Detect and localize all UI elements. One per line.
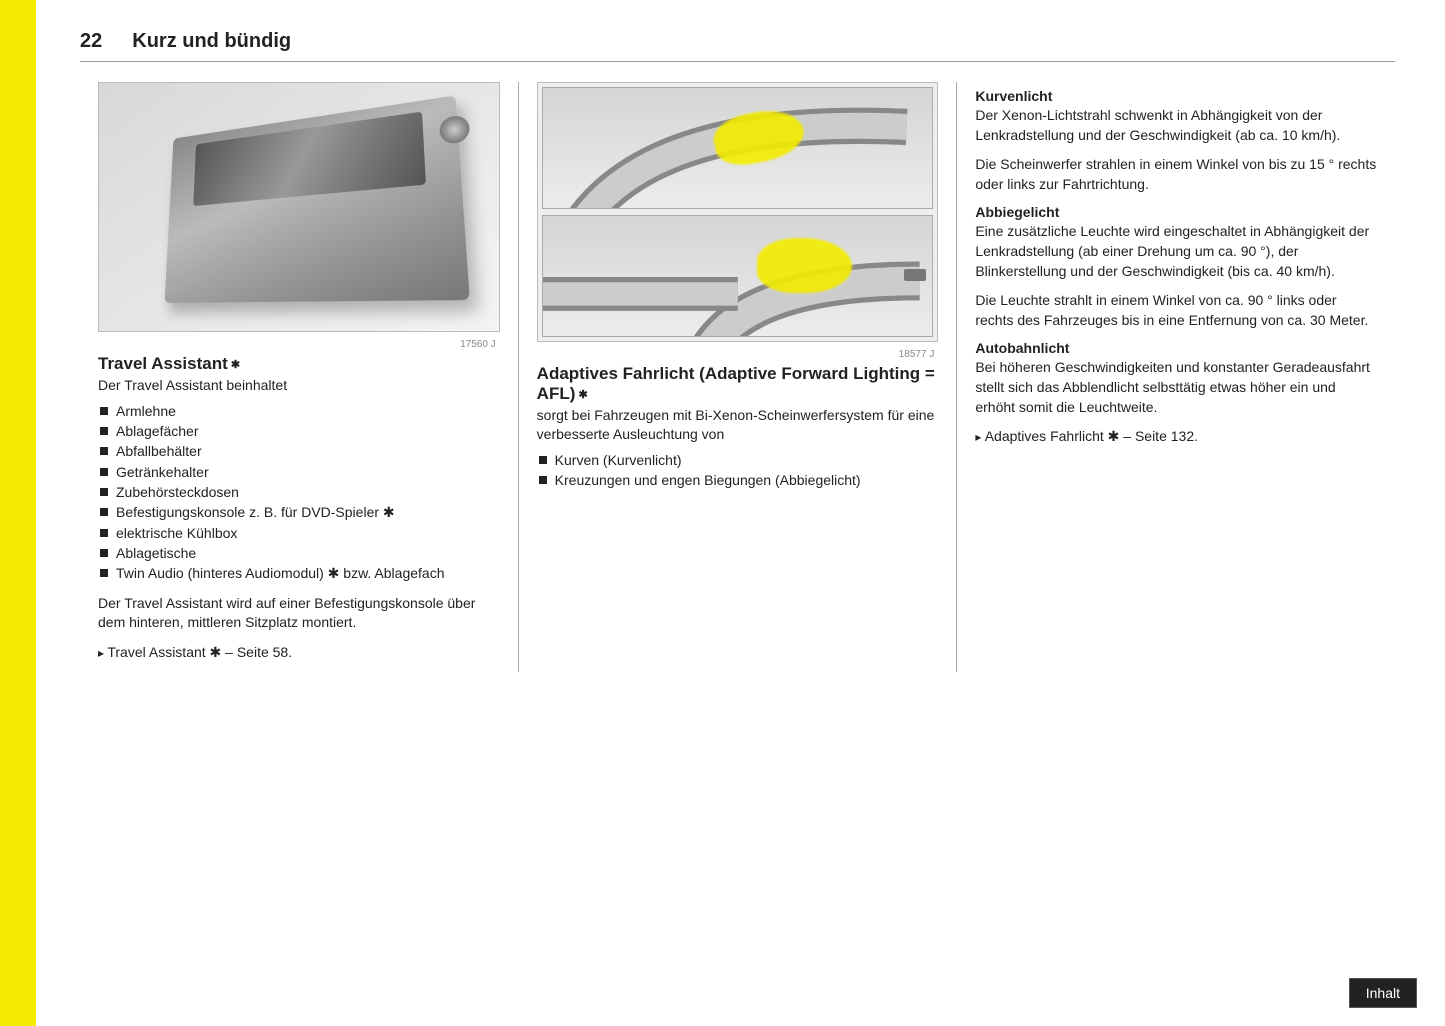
- heading-text: Adaptives Fahrlicht (Adaptive Forward Li…: [537, 364, 935, 403]
- contents-button[interactable]: Inhalt: [1349, 978, 1417, 1008]
- subheading-abbiegelicht: Abbiegelicht: [975, 204, 1377, 220]
- travel-assistant-list: Armlehne Ablagefächer Abfallbehälter Get…: [98, 401, 500, 584]
- accent-strip: [0, 0, 36, 1026]
- list-item: Kurven (Kurvenlicht): [537, 450, 939, 470]
- figure-id-1: 17560 J: [460, 339, 496, 350]
- heading-travel-assistant: Travel Assistant: [98, 354, 500, 374]
- paragraph: Der Xenon-Lichtstrahl schwenkt in Abhäng…: [975, 106, 1377, 145]
- car-icon: [904, 269, 926, 281]
- page-root: 22 Kurz und bündig 17560 J Travel Assist…: [0, 0, 1445, 702]
- list-item: Twin Audio (hinteres Audiomodul) ✱ bzw. …: [98, 563, 500, 583]
- afl-illustration: [537, 82, 939, 342]
- option-icon: [228, 354, 240, 373]
- list-item: Abfallbehälter: [98, 441, 500, 461]
- list-item: Ablagefächer: [98, 421, 500, 441]
- option-icon: [575, 384, 587, 403]
- paragraph: Eine zusätzliche Leuchte wird eingeschal…: [975, 222, 1377, 281]
- road-turn-icon: [543, 216, 933, 337]
- intro-text-2: sorgt bei Fahrzeugen mit Bi-Xenon-Schein…: [537, 406, 939, 444]
- cross-reference-2[interactable]: Adaptives Fahrlicht ✱ – Seite 132.: [975, 427, 1377, 447]
- list-item: Armlehne: [98, 401, 500, 421]
- subheading-kurvenlicht: Kurvenlicht: [975, 88, 1377, 104]
- heading-text: Travel Assistant: [98, 354, 228, 373]
- content-columns: 17560 J Travel Assistant Der Travel Assi…: [80, 82, 1395, 672]
- subheading-autobahnlicht: Autobahnlicht: [975, 340, 1377, 356]
- cross-reference-1[interactable]: Travel Assistant ✱ – Seite 58.: [98, 643, 500, 663]
- section-title: Kurz und bündig: [132, 30, 291, 53]
- heading-afl: Adaptives Fahrlicht (Adaptive Forward Li…: [537, 364, 939, 404]
- afl-panel-curve: [542, 87, 934, 209]
- column-1: 17560 J Travel Assistant Der Travel Assi…: [80, 82, 518, 672]
- figure-id-2: 18577 J: [899, 349, 935, 360]
- page-number: 22: [80, 30, 102, 53]
- light-cone-icon: [757, 238, 852, 293]
- intro-text-1: Der Travel Assistant beinhaltet: [98, 376, 500, 395]
- afl-list: Kurven (Kurvenlicht) Kreuzungen und enge…: [537, 450, 939, 491]
- afl-panel-turn: [542, 215, 934, 337]
- column-2: 18577 J Adaptives Fahrlicht (Adaptive Fo…: [518, 82, 957, 672]
- paragraph: Die Scheinwerfer strahlen in einem Winke…: [975, 155, 1377, 194]
- travel-assistant-icon: [164, 95, 469, 302]
- list-item: Zubehörsteckdosen: [98, 482, 500, 502]
- list-item: Getränkehalter: [98, 462, 500, 482]
- paragraph: Die Leuchte strahlt in einem Winkel von …: [975, 291, 1377, 330]
- travel-assistant-illustration: [98, 82, 500, 332]
- list-item: Befestigungskonsole z. B. für DVD-Spiele…: [98, 502, 500, 522]
- body-text-1: Der Travel Assistant wird auf einer Befe…: [98, 594, 500, 633]
- list-item: Kreuzungen und engen Biegungen (Abbiegel…: [537, 470, 939, 490]
- figure-travel-assistant: 17560 J: [98, 82, 500, 332]
- paragraph: Bei höheren Geschwindigkeiten und konsta…: [975, 358, 1377, 417]
- page-header: 22 Kurz und bündig: [80, 30, 1395, 62]
- column-3: Kurvenlicht Der Xenon-Lichtstrahl schwen…: [956, 82, 1395, 672]
- figure-afl: 18577 J: [537, 82, 939, 342]
- list-item: elektrische Kühlbox: [98, 523, 500, 543]
- list-item: Ablagetische: [98, 543, 500, 563]
